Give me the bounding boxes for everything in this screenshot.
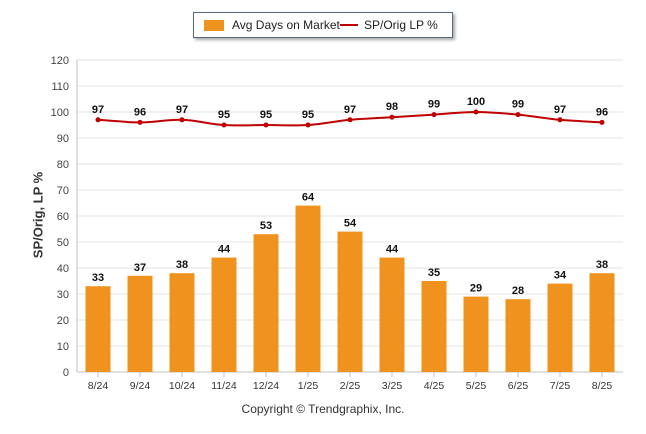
bar (505, 299, 531, 372)
bar-data-label: 44 (386, 244, 399, 256)
line-data-label: 97 (92, 104, 104, 116)
x-tick-label: 10/24 (169, 380, 195, 392)
line-data-label: 99 (428, 99, 440, 111)
bar-data-label: 35 (428, 267, 440, 279)
y-tick-label: 80 (57, 159, 69, 171)
x-tick-label: 3/25 (382, 380, 403, 392)
line-point (347, 117, 353, 123)
line-data-label: 95 (260, 109, 272, 121)
bar-data-label: 64 (302, 192, 315, 204)
legend-bar-label: Avg Days on Market (232, 18, 340, 32)
bar-data-label: 38 (176, 259, 188, 271)
line-data-label: 96 (134, 106, 146, 118)
legend-line-swatch (340, 24, 358, 26)
bar (127, 275, 153, 372)
y-tick-label: 30 (57, 289, 69, 301)
y-tick-label: 20 (57, 315, 69, 327)
line-data-label: 97 (554, 104, 566, 116)
y-tick-label: 0 (63, 367, 69, 379)
x-tick-label: 6/25 (508, 380, 529, 392)
y-tick-label: 50 (57, 237, 69, 249)
line-data-label: 100 (467, 96, 485, 108)
line-data-label: 97 (176, 104, 188, 116)
x-tick-label: 4/25 (424, 380, 445, 392)
y-tick-label: 110 (51, 81, 69, 93)
legend-bar-swatch (204, 20, 224, 31)
copyright-text: Copyright © Trendgraphix, Inc. (241, 402, 405, 416)
legend-line-label: SP/Orig LP % (364, 18, 438, 32)
y-tick-label: 120 (51, 55, 69, 67)
y-tick-label: 70 (57, 185, 69, 197)
bar-data-label: 33 (92, 272, 104, 284)
line-point (557, 117, 563, 123)
bar-data-label: 34 (554, 270, 567, 282)
x-tick-label: 11/24 (211, 380, 237, 392)
bar (463, 296, 489, 372)
x-tick-label: 8/25 (592, 380, 613, 392)
bar (337, 231, 363, 372)
bar-data-label: 38 (596, 259, 608, 271)
bar (253, 234, 279, 372)
y-tick-label: 90 (57, 133, 69, 145)
line-point (221, 122, 227, 128)
line-point (473, 109, 479, 115)
bar (169, 273, 195, 372)
line-point (305, 122, 311, 128)
line-point (515, 112, 521, 118)
line-point (179, 117, 185, 123)
x-tick-label: 5/25 (466, 380, 487, 392)
line-data-label: 99 (512, 99, 524, 111)
y-tick-label: 60 (57, 211, 69, 223)
x-tick-label: 1/25 (298, 380, 319, 392)
line-point (599, 119, 605, 125)
x-tick-label: 12/24 (253, 380, 279, 392)
x-tick-label: 7/25 (550, 380, 571, 392)
y-tick-label: 100 (51, 107, 69, 119)
line-data-label: 98 (386, 101, 398, 113)
line-point (389, 114, 395, 120)
bar-data-label: 53 (260, 220, 272, 232)
legend: Avg Days on Market SP/Orig LP % (193, 12, 453, 38)
bar (211, 257, 237, 372)
bar-data-label: 37 (134, 262, 146, 274)
bar (85, 286, 111, 372)
x-tick-label: 9/24 (130, 380, 151, 392)
bar (421, 281, 447, 372)
bar (547, 283, 573, 372)
line-point (431, 112, 437, 118)
x-tick-label: 8/24 (88, 380, 109, 392)
y-tick-label: 40 (57, 263, 69, 275)
line-data-label: 96 (596, 106, 608, 118)
bar-data-label: 28 (512, 285, 524, 297)
bar (379, 257, 405, 372)
bar-data-label: 29 (470, 283, 482, 295)
line-data-label: 95 (302, 109, 314, 121)
line-point (95, 117, 101, 123)
bar (295, 205, 321, 372)
y-tick-label: 10 (57, 341, 69, 353)
bar-data-label: 54 (344, 218, 357, 230)
line-point (137, 119, 143, 125)
line-data-label: 97 (344, 104, 356, 116)
bar (589, 273, 615, 372)
line-point (263, 122, 269, 128)
bar-data-label: 44 (218, 244, 231, 256)
line-data-label: 95 (218, 109, 230, 121)
x-tick-label: 2/25 (340, 380, 361, 392)
